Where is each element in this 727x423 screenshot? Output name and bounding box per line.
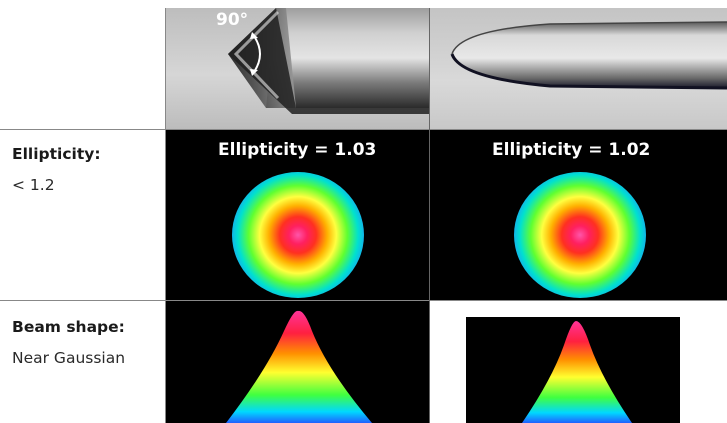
fiber-tip-image-right [450, 21, 727, 90]
ellipticity-spec: < 1.2 [12, 176, 55, 194]
divider-row-1 [0, 129, 727, 130]
fiber-tip-image-left [228, 8, 429, 114]
beam-shape-title: Beam shape: [12, 318, 125, 336]
beam-profile-panel-right: Ellipticity = 1.02 [430, 130, 727, 300]
fiber-tip-panel-left: 90° [166, 8, 429, 129]
gaussian-peak-left [226, 310, 372, 423]
angle-label: 90° [216, 10, 249, 30]
divider-col-1 [165, 8, 166, 423]
ellipticity-value-left: Ellipticity = 1.03 [218, 140, 377, 160]
fiber-tip-panel-right [430, 8, 727, 129]
beam-shape-spec: Near Gaussian [12, 349, 126, 367]
gaussian-peak-right [522, 321, 632, 423]
beam-spot-left [232, 172, 364, 298]
ellipticity-title: Ellipticity: [12, 145, 101, 163]
divider-row-2 [0, 300, 727, 301]
beam-shape-panel-left [166, 301, 429, 423]
beam-profile-panel-left: Ellipticity = 1.03 [166, 130, 429, 300]
beam-shape-panel-right [430, 301, 727, 423]
divider-col-2 [429, 8, 430, 423]
ellipticity-value-right: Ellipticity = 1.02 [492, 140, 651, 160]
beam-spot-right [514, 172, 646, 298]
